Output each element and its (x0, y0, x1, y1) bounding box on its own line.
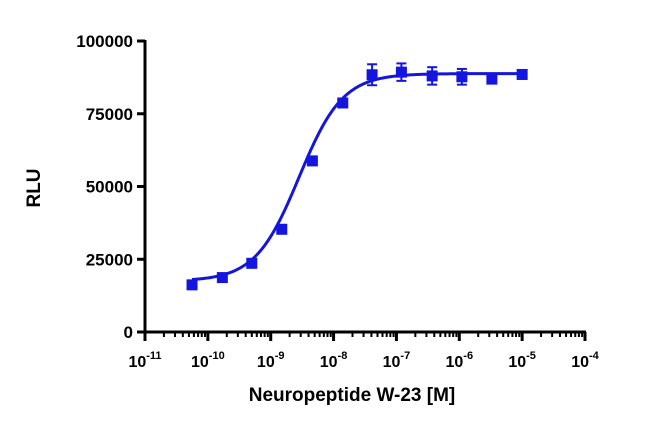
data-point (337, 97, 349, 109)
x-tick-label: 10-9 (257, 350, 285, 371)
x-tick-label: 10-7 (383, 350, 411, 371)
fit-curve (191, 72, 523, 282)
x-tick-label: 10-8 (320, 350, 348, 371)
y-axis-title: RLU (24, 168, 45, 207)
data-point (486, 73, 498, 85)
data-point (426, 70, 438, 82)
data-point (395, 66, 407, 78)
x-tick-label: 10-5 (508, 350, 536, 371)
data-point (306, 155, 318, 167)
x-tick-label: 10-4 (571, 350, 599, 371)
data-point (276, 223, 288, 235)
x-tick-label: 10-10 (191, 350, 225, 371)
data-point (516, 68, 528, 80)
data-point (216, 272, 228, 284)
y-tick-label: 0 (124, 323, 133, 342)
x-axis-title: Neuropeptide W-23 [M] (249, 385, 456, 406)
axes-layer: 0 25000 50000 75000 100000 10-11 10-10 10-9 10-8… (76, 32, 599, 371)
fit-curve-layer (191, 72, 523, 282)
y-tick-label: 25000 (86, 250, 133, 269)
y-tick-label: 75000 (86, 105, 133, 124)
y-tick-label: 100000 (76, 32, 133, 51)
x-tick-label: 10-11 (128, 350, 161, 371)
y-tick-label: 50000 (86, 178, 133, 197)
data-point (186, 279, 198, 291)
data-points-layer (186, 62, 528, 291)
data-point (456, 71, 468, 83)
data-point (246, 257, 258, 269)
x-tick-label: 10-6 (445, 350, 473, 371)
data-point (366, 69, 378, 81)
